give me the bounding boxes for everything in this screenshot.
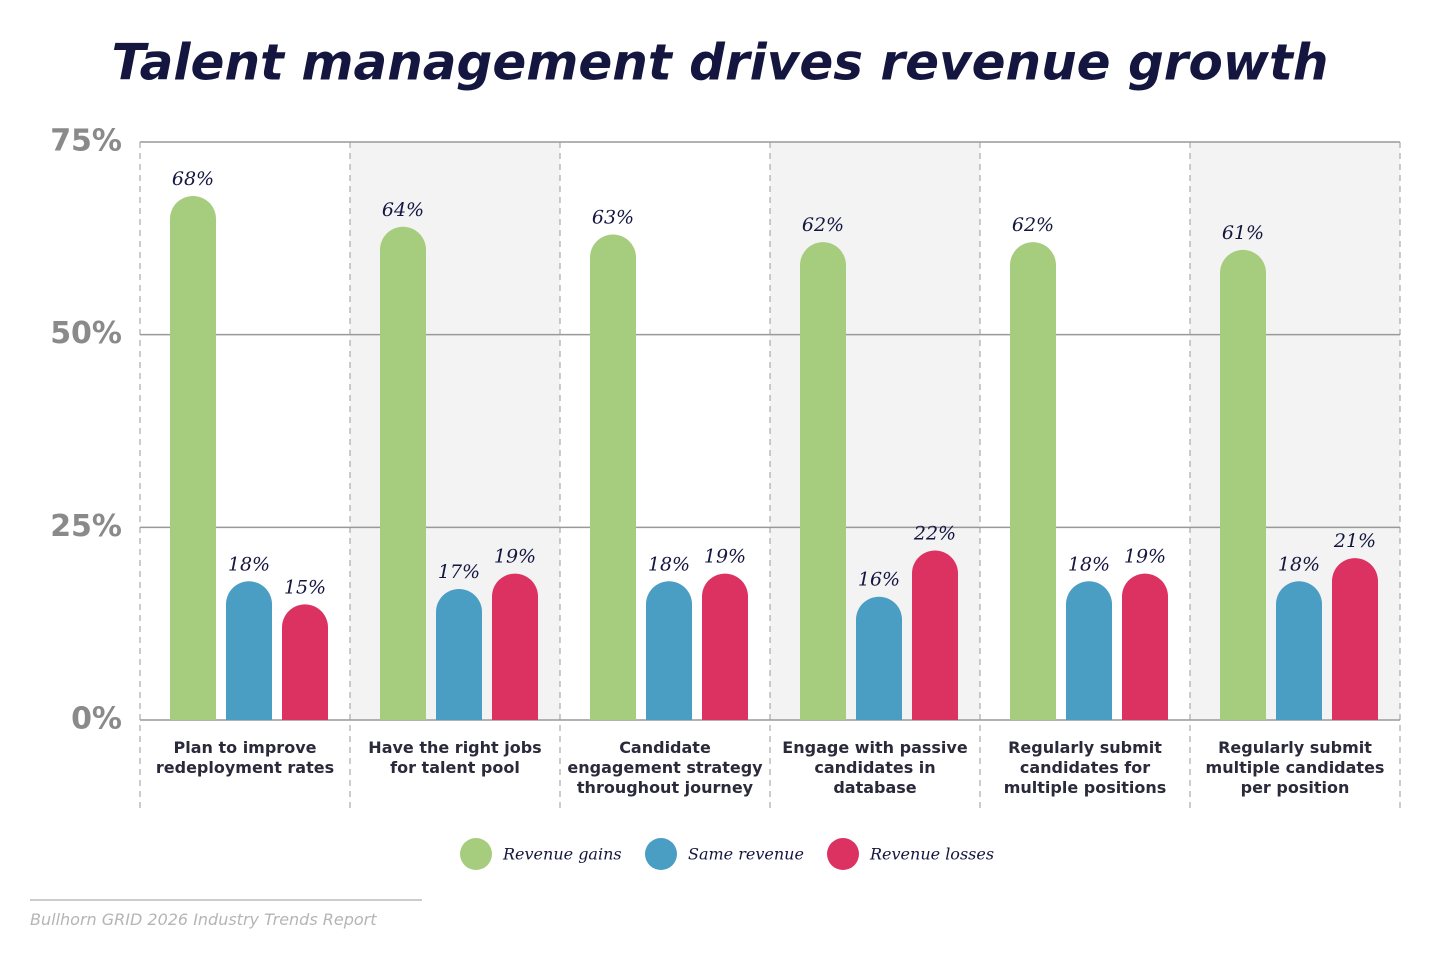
bar bbox=[856, 596, 902, 720]
bar bbox=[702, 573, 748, 720]
value-label: 19% bbox=[704, 546, 746, 568]
source: Bullhorn GRID 2026 Industry Trends Repor… bbox=[30, 910, 377, 929]
bar bbox=[1122, 573, 1168, 720]
legend-label: Revenue gains bbox=[502, 845, 622, 864]
bar bbox=[436, 588, 482, 720]
bar bbox=[492, 573, 538, 720]
value-label: 21% bbox=[1333, 530, 1376, 552]
value-label: 62% bbox=[802, 214, 844, 236]
value-label: 18% bbox=[648, 553, 690, 575]
bar bbox=[1276, 581, 1322, 720]
y-tick-label: 75% bbox=[50, 124, 122, 159]
legend-swatch bbox=[827, 838, 859, 870]
chart-title: Talent management drives revenue growth bbox=[112, 34, 1329, 92]
y-tick-label: 50% bbox=[50, 316, 122, 351]
legend-swatch bbox=[460, 838, 492, 870]
legend-label: Revenue losses bbox=[869, 845, 994, 864]
x-tick-label: Regularly submit multiple candidates per… bbox=[1205, 738, 1385, 797]
y-tick-label: 25% bbox=[50, 509, 122, 544]
value-label: 18% bbox=[228, 553, 270, 575]
bar bbox=[1220, 249, 1266, 720]
x-tick-label: Plan to improve redeployment rates bbox=[155, 738, 335, 777]
value-label: 19% bbox=[494, 546, 536, 568]
value-label: 22% bbox=[913, 522, 956, 544]
bar bbox=[226, 581, 272, 720]
bar bbox=[170, 195, 216, 721]
value-label: 64% bbox=[382, 199, 424, 221]
value-label: 16% bbox=[858, 569, 900, 591]
x-tick-label: Regularly submit candidates for multiple… bbox=[1003, 738, 1167, 797]
value-label: 61% bbox=[1222, 222, 1264, 244]
value-label: 18% bbox=[1068, 553, 1110, 575]
value-label: 17% bbox=[438, 561, 480, 583]
value-label: 62% bbox=[1012, 214, 1054, 236]
value-label: 68% bbox=[172, 168, 214, 190]
value-label: 18% bbox=[1278, 553, 1320, 575]
y-tick-label: 0% bbox=[71, 702, 122, 737]
x-tick-label: Engage with passive candidates in databa… bbox=[782, 738, 968, 797]
value-label: 63% bbox=[592, 206, 634, 228]
bar bbox=[282, 604, 328, 720]
bar bbox=[800, 242, 846, 720]
bar bbox=[380, 226, 426, 720]
bar bbox=[1066, 581, 1112, 720]
legend-swatch bbox=[645, 838, 677, 870]
x-tick-label: Candidate engagement strategy throughout… bbox=[567, 738, 763, 797]
bar bbox=[912, 550, 958, 720]
bar bbox=[590, 234, 636, 720]
bar bbox=[1010, 242, 1056, 720]
value-label: 15% bbox=[284, 576, 326, 598]
legend-label: Same revenue bbox=[688, 845, 804, 864]
bar bbox=[646, 581, 692, 720]
value-label: 19% bbox=[1124, 546, 1166, 568]
x-tick-label: Have the right jobs for talent pool bbox=[368, 738, 542, 777]
bar bbox=[1332, 558, 1378, 720]
